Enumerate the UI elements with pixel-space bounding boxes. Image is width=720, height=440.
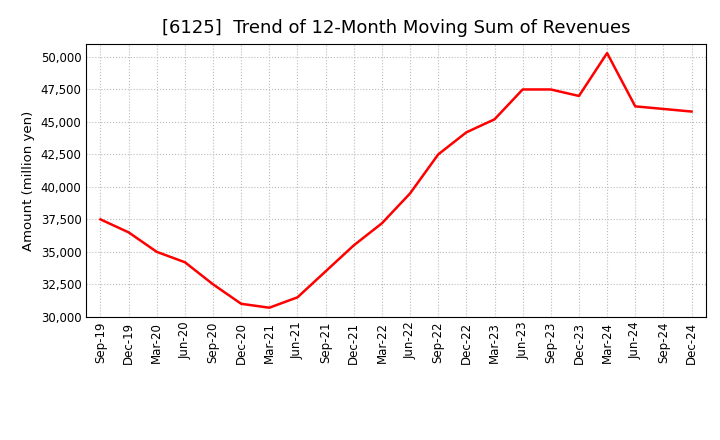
Title: [6125]  Trend of 12-Month Moving Sum of Revenues: [6125] Trend of 12-Month Moving Sum of R… xyxy=(162,19,630,37)
Y-axis label: Amount (million yen): Amount (million yen) xyxy=(22,110,35,250)
